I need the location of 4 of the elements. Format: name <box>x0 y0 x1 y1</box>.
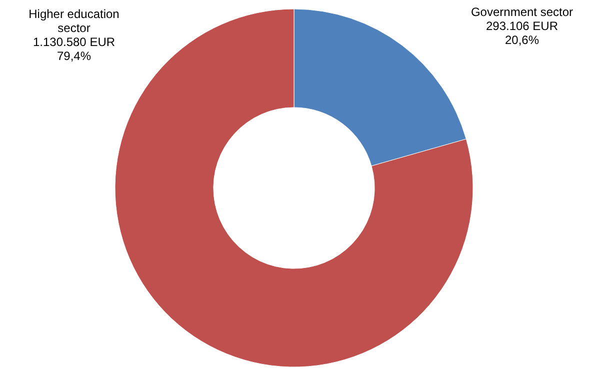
data-label: 1.130.580 EUR 79,4% <box>32 35 116 63</box>
slice-label: Higher education sector <box>28 7 120 35</box>
slice-label: Government sector <box>470 5 574 19</box>
data-label: 293.106 EUR 20,6% <box>486 19 558 47</box>
